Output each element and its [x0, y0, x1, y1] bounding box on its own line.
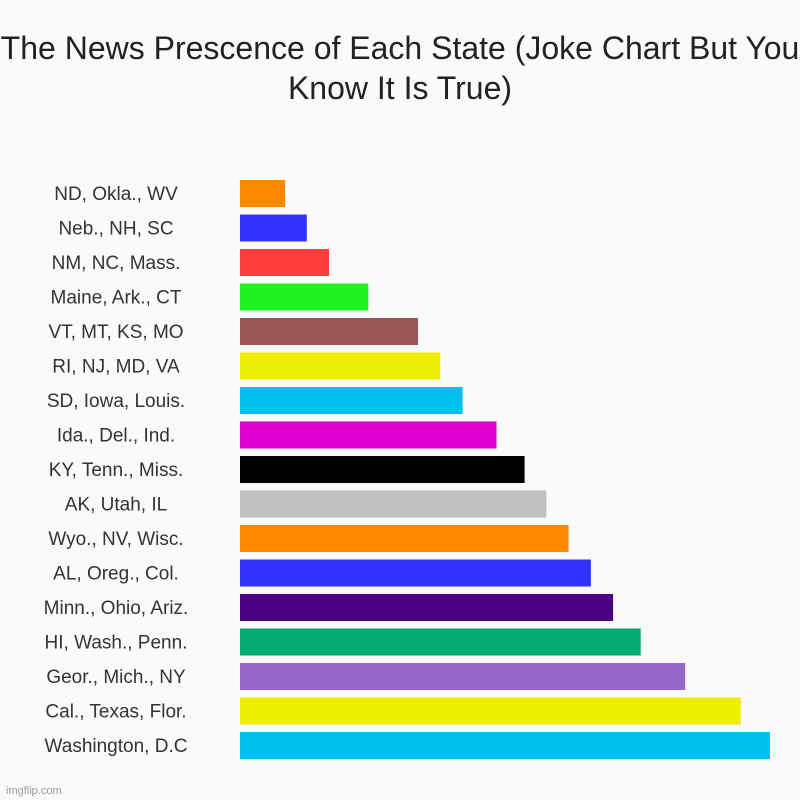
bar-1 [240, 214, 307, 242]
category-label-11: AL, Oreg., Col. [53, 564, 179, 585]
bar-13 [240, 628, 641, 656]
category-label-12: Minn., Ohio, Ariz. [44, 598, 189, 619]
bar-16 [240, 732, 770, 759]
category-label-16: Washington, D.C [45, 736, 188, 757]
category-label-1: Neb., NH, SC [58, 219, 173, 240]
bar-14 [240, 663, 686, 690]
category-label-6: SD, Iowa, Louis. [47, 391, 185, 412]
bar-15 [240, 697, 741, 725]
category-labels-group: ND, Okla., WV Neb., NH, SC NM, NC, Mass. Ma… [44, 184, 189, 757]
bar-0 [240, 180, 286, 207]
chart-title: The News Prescence of Each State (Joke C… [0, 30, 800, 106]
bar-11 [240, 559, 591, 587]
bar-7 [240, 421, 497, 449]
category-label-7: Ida., Del., Ind. [57, 426, 175, 447]
watermark: imgflip.com [6, 785, 62, 797]
bar-6 [240, 387, 463, 414]
bar-2 [240, 249, 329, 276]
category-label-10: Wyo., NV, Wisc. [48, 529, 183, 550]
category-label-13: HI, Wash., Penn. [45, 633, 188, 654]
bar-4 [240, 318, 419, 345]
category-label-3: Maine, Ark., CT [51, 288, 182, 309]
bar-5 [240, 352, 441, 380]
bars-group [240, 180, 770, 759]
bar-12 [240, 594, 614, 621]
category-label-0: ND, Okla., WV [54, 184, 178, 205]
category-label-5: RI, NJ, MD, VA [52, 357, 180, 378]
category-label-2: NM, NC, Mass. [52, 253, 181, 274]
bar-8 [240, 456, 525, 483]
category-label-4: VT, MT, KS, MO [48, 322, 183, 343]
category-label-15: Cal., Texas, Flor. [45, 702, 186, 723]
category-label-8: KY, Tenn., Miss. [49, 460, 183, 481]
category-label-9: AK, Utah, IL [65, 495, 167, 516]
bar-9 [240, 490, 547, 518]
bar-10 [240, 525, 569, 552]
category-label-14: Geor., Mich., NY [46, 667, 186, 688]
bar-3 [240, 283, 369, 311]
